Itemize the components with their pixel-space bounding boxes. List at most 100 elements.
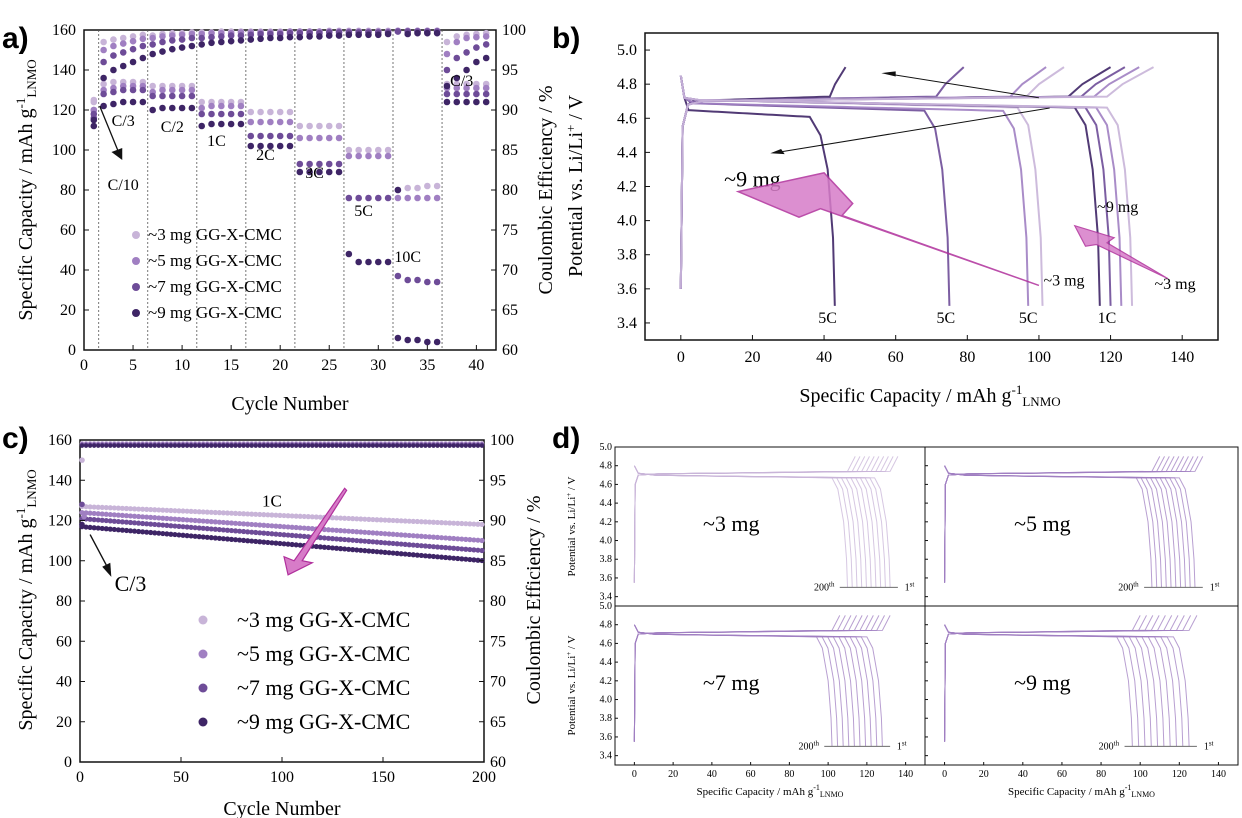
y-tick-label: 4.0 (600, 695, 613, 706)
x-tick-label: 50 (173, 769, 189, 786)
capacity-point (366, 529, 372, 536)
efficiency-point (184, 443, 190, 448)
capacity-point (345, 250, 353, 258)
capacity-point (172, 516, 178, 522)
capacity-point (149, 106, 156, 114)
capacity-point (325, 535, 332, 541)
y2-tick-label: 85 (502, 142, 518, 159)
efficiency-point (482, 41, 490, 48)
capacity-point (402, 532, 408, 538)
capacity-point (296, 160, 304, 168)
efficiency-point (473, 44, 480, 51)
x-axis-title-sup: -1 (1125, 783, 1132, 792)
capacity-point (433, 338, 441, 346)
capacity-point (286, 142, 294, 150)
capacity-point (269, 523, 275, 529)
capacity-point (176, 523, 182, 529)
subpanel-3: 3.4 3.6 3.8 4.0 4.2 4.4 4.6 4.8 5.0 0 20 40 60 80 100 1… (565, 601, 926, 799)
legend-marker (198, 683, 208, 693)
capacity-point (424, 182, 431, 190)
discharge-curve (633, 624, 833, 747)
capacity-point (345, 146, 353, 154)
efficiency-point (180, 443, 186, 448)
y2-tick-label: 95 (490, 472, 506, 489)
last-cycle-number: 200 (799, 741, 814, 752)
subpanel-mass-label: ~9 mg (1014, 670, 1071, 695)
panel-c-long-term-cycling-chart: c) 1C C/3 0 50 100 150 200 0 20 40 60 80 100 120 140 1… (2, 422, 545, 818)
capacity-point (99, 511, 105, 517)
efficiency-point (218, 33, 225, 40)
capacity-point (467, 546, 473, 553)
first-cycle-label: 1st (905, 580, 915, 593)
capacity-point (184, 524, 190, 530)
capacity-point (451, 535, 457, 542)
capacity-point (475, 557, 481, 563)
capacity-point (296, 168, 304, 176)
capacity-point (455, 545, 461, 552)
capacity-point (366, 538, 372, 545)
capacity-point (438, 520, 445, 526)
y-tick-label: 160 (48, 432, 72, 449)
capacity-point (208, 120, 215, 128)
x-tick-label: 0 (80, 357, 88, 374)
capacity-point (406, 518, 412, 524)
efficiency-point (233, 443, 238, 448)
efficiency-point (229, 443, 234, 448)
efficiency-point (355, 31, 362, 39)
rate-label: 5C (354, 203, 373, 220)
capacity-point (333, 515, 340, 521)
efficiency-point (168, 45, 176, 53)
y-tick-label: 4.6 (600, 638, 613, 649)
legend-marker (198, 649, 208, 659)
efficiency-point (306, 33, 313, 40)
capacity-point (119, 505, 126, 511)
efficiency-point (265, 443, 271, 448)
capacity-point (178, 104, 186, 112)
capacity-point (99, 517, 105, 523)
first-cycle-number: 1 (905, 582, 910, 593)
x-tick-label: 20 (979, 769, 989, 780)
y2-tick-label: 75 (490, 633, 506, 650)
legend-marker (132, 283, 140, 291)
capacity-point (384, 258, 392, 266)
y-tick-label: 3.6 (617, 281, 637, 298)
capacity-point (394, 334, 402, 342)
capacity-point (253, 529, 259, 536)
efficiency-point (443, 66, 451, 74)
rate-label: 1C (262, 491, 282, 510)
x-tick-label: 0 (632, 769, 637, 780)
capacity-point (159, 92, 166, 100)
capacity-point (91, 517, 97, 523)
efficiency-point (168, 37, 176, 44)
capacity-point (438, 544, 445, 550)
capacity-point (273, 540, 279, 546)
capacity-point (394, 531, 400, 538)
efficiency-point (394, 443, 400, 448)
capacity-point (168, 92, 176, 100)
x-tick-label: 200 (472, 769, 496, 786)
legend-entry: ~9 mg GG-X-CMC (148, 303, 282, 322)
capacity-point (301, 525, 307, 531)
efficiency-point (414, 29, 421, 37)
capacity-point (180, 508, 186, 514)
capacity-point (293, 533, 299, 539)
first-cycle-number: 1 (1204, 741, 1209, 752)
capacity-point (313, 514, 319, 520)
efficiency-point (394, 186, 402, 194)
efficiency-point (217, 443, 222, 448)
capacity-point (265, 512, 271, 518)
capacity-point (188, 92, 196, 100)
efficiency-point (198, 41, 206, 48)
efficiency-point (116, 443, 121, 448)
capacity-point (110, 78, 117, 86)
capacity-point (316, 134, 323, 142)
capacity-point (115, 505, 121, 511)
capacity-point (267, 118, 274, 126)
capacity-point (424, 338, 431, 346)
capacity-point (172, 531, 178, 538)
capacity-point (398, 551, 404, 557)
trend-arrow (283, 487, 348, 576)
capacity-point (463, 521, 469, 527)
efficiency-point (83, 443, 89, 448)
capacity-point (164, 531, 170, 537)
